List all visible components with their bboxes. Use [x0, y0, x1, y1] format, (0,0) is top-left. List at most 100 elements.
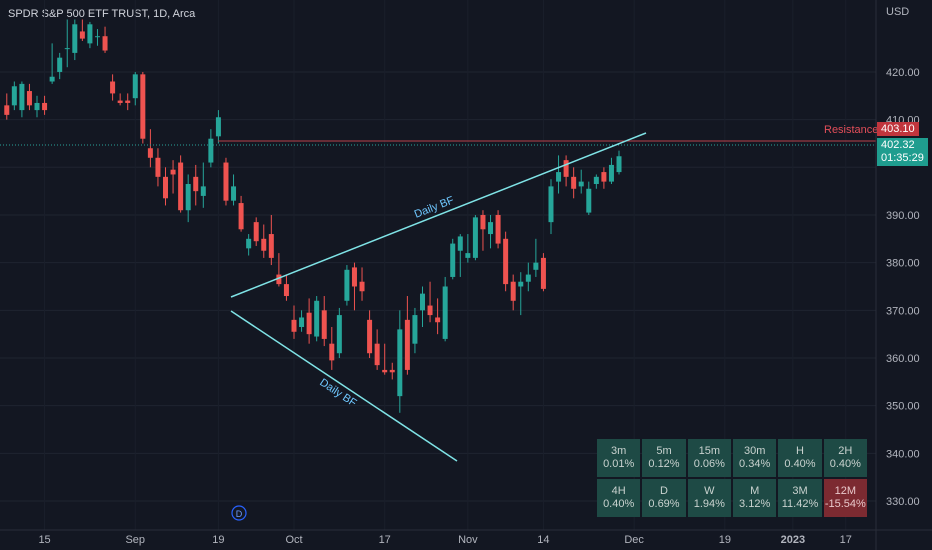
candle[interactable] [147, 129, 153, 168]
candle[interactable] [571, 167, 577, 199]
candle[interactable] [208, 129, 214, 168]
candle[interactable] [253, 217, 259, 246]
candle[interactable] [563, 155, 569, 187]
perf-cell[interactable]: 30m 0.34% [732, 439, 777, 477]
candle[interactable] [11, 81, 17, 111]
candle[interactable] [457, 234, 463, 277]
candle[interactable] [412, 307, 418, 354]
candle[interactable] [314, 296, 320, 342]
candle[interactable] [87, 21, 93, 49]
perf-cell[interactable]: 12M -15.54% [823, 479, 867, 517]
candle[interactable] [389, 362, 395, 380]
candle[interactable] [110, 74, 116, 101]
candle[interactable] [442, 276, 448, 342]
candle[interactable] [616, 150, 622, 175]
candle[interactable] [34, 95, 40, 118]
candle[interactable] [49, 43, 55, 84]
candle[interactable] [382, 343, 388, 375]
candle[interactable] [321, 296, 327, 347]
candle[interactable] [503, 231, 509, 292]
candle[interactable] [344, 265, 350, 306]
last-price-tag[interactable]: 402.32 01:35:29 [877, 138, 928, 166]
candle[interactable] [578, 169, 584, 194]
candle[interactable] [246, 234, 252, 256]
candle[interactable] [367, 310, 373, 358]
candle[interactable] [329, 327, 335, 370]
perf-cell[interactable]: M 3.12% [732, 479, 777, 517]
candle[interactable] [397, 310, 403, 413]
candle[interactable] [374, 329, 380, 370]
candle[interactable] [427, 281, 433, 323]
candle[interactable] [238, 195, 244, 232]
candle[interactable] [102, 26, 108, 53]
candle[interactable] [419, 286, 425, 328]
candle[interactable] [117, 93, 123, 106]
event-marker-circle[interactable] [231, 505, 247, 521]
event-marker[interactable]: D [231, 505, 247, 521]
candle[interactable] [351, 262, 357, 311]
candle[interactable] [608, 157, 614, 184]
candle[interactable] [200, 162, 206, 208]
y-axis[interactable]: 330.00 340.00 350.00 360.00 370.00 380.00 390.… [875, 0, 920, 550]
candle[interactable] [525, 262, 531, 292]
candle[interactable] [276, 253, 282, 287]
candle[interactable] [72, 19, 78, 61]
candle[interactable] [283, 274, 289, 301]
upper-trendline[interactable] [230, 132, 647, 298]
perf-cell[interactable]: 3M 11.42% [778, 479, 822, 517]
candle[interactable] [556, 155, 562, 194]
candle[interactable] [359, 267, 365, 301]
candle[interactable] [480, 210, 486, 251]
perf-cell[interactable]: 15m 0.06% [687, 439, 731, 477]
candle[interactable] [261, 224, 267, 258]
perf-cell[interactable]: 3m 0.01% [597, 439, 641, 477]
candle[interactable] [548, 179, 554, 235]
candle[interactable] [140, 71, 146, 144]
candle[interactable] [223, 157, 229, 206]
lower-trendline[interactable] [230, 310, 458, 462]
candle[interactable] [42, 95, 48, 115]
candle[interactable] [586, 181, 592, 215]
candle[interactable] [601, 167, 607, 189]
candle[interactable] [450, 238, 456, 280]
candle[interactable] [185, 174, 191, 223]
candle[interactable] [488, 214, 494, 249]
candle[interactable] [336, 307, 342, 358]
candle[interactable] [170, 160, 176, 194]
candle[interactable] [178, 155, 184, 213]
perf-cell[interactable]: D 0.69% [642, 479, 686, 517]
resistance-price-tag[interactable]: 403.10 [877, 122, 919, 136]
candle[interactable] [306, 298, 312, 344]
candle[interactable] [94, 29, 100, 46]
x-axis[interactable]: 15 Sep 19 Oct 17 Nov 14 Dec 19 2023 17 [0, 529, 932, 546]
candle[interactable] [533, 238, 539, 277]
perf-cell[interactable]: 2H 0.40% [823, 439, 867, 477]
candle[interactable] [4, 93, 10, 120]
perf-cell[interactable]: H 0.40% [778, 439, 822, 477]
candle[interactable] [593, 174, 599, 189]
candle[interactable] [435, 298, 441, 335]
perf-cell[interactable]: 5m 0.12% [642, 439, 686, 477]
perf-cell[interactable]: 4H 0.40% [597, 479, 641, 517]
candle[interactable] [291, 305, 297, 339]
candle[interactable] [215, 110, 221, 144]
candle[interactable] [465, 234, 471, 263]
candle[interactable] [510, 274, 516, 311]
candle[interactable] [132, 71, 138, 106]
candle[interactable] [155, 148, 161, 187]
candle[interactable] [64, 19, 70, 68]
candle[interactable] [163, 167, 169, 206]
candle[interactable] [518, 272, 524, 316]
candle[interactable] [193, 164, 199, 206]
candle[interactable] [540, 253, 546, 292]
candle[interactable] [125, 93, 131, 111]
candle[interactable] [299, 310, 305, 332]
candle[interactable] [57, 52, 63, 80]
perf-cell[interactable]: W 1.94% [687, 479, 731, 517]
candle[interactable] [404, 296, 410, 375]
candle[interactable] [495, 210, 501, 249]
candle[interactable] [26, 83, 32, 111]
candle[interactable] [472, 214, 478, 261]
candle[interactable] [268, 214, 274, 266]
candle[interactable] [79, 19, 85, 41]
